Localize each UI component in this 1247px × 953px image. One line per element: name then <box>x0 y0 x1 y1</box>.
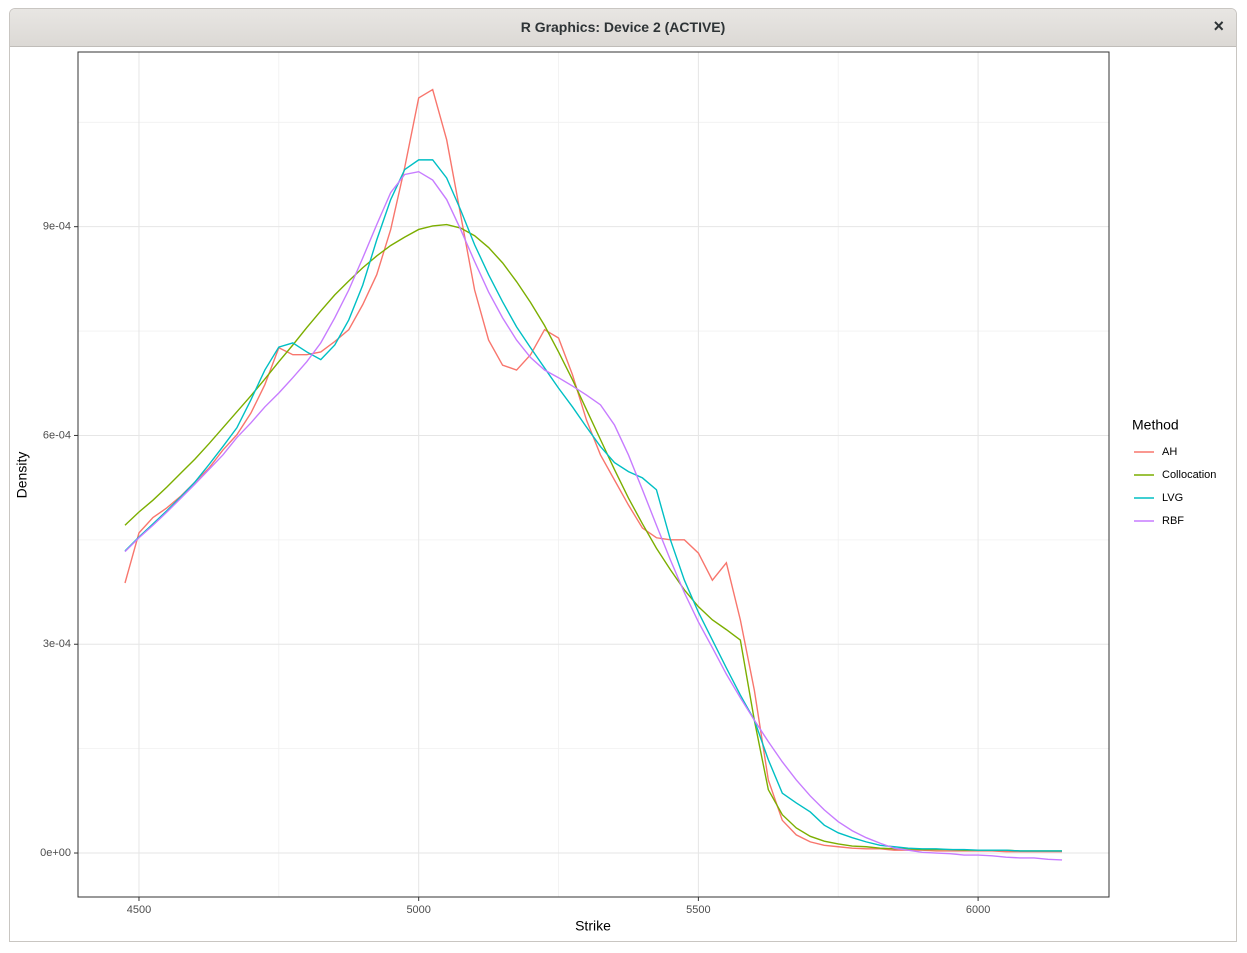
y-tick-label: 9e-04 <box>43 221 71 233</box>
legend-label: Collocation <box>1162 469 1216 481</box>
line-series <box>124 223 1063 852</box>
y-tick-label: 3e-04 <box>43 638 71 650</box>
plot-panel <box>78 52 1109 897</box>
close-button[interactable]: × <box>1213 16 1224 36</box>
legend-label: AH <box>1162 446 1177 458</box>
line-series <box>124 159 1063 852</box>
window-title: R Graphics: Device 2 (ACTIVE) <box>520 19 726 35</box>
title-bar: R Graphics: Device 2 (ACTIVE) × <box>10 9 1236 47</box>
legend-title: Method <box>1132 417 1179 433</box>
y-axis-title: Density <box>14 452 30 499</box>
x-tick-label: 6000 <box>966 904 990 916</box>
x-axis-title: Strike <box>575 918 611 934</box>
legend-label: LVG <box>1162 492 1183 504</box>
y-tick-label: 6e-04 <box>43 429 71 441</box>
line-series <box>124 170 1063 861</box>
x-tick-label: 5000 <box>406 904 430 916</box>
x-tick-label: 4500 <box>127 904 151 916</box>
plot-border <box>77 51 1110 898</box>
y-tick-label: 0e+00 <box>40 847 71 859</box>
legend-label: RBF <box>1162 515 1184 527</box>
x-tick-label: 5500 <box>686 904 710 916</box>
